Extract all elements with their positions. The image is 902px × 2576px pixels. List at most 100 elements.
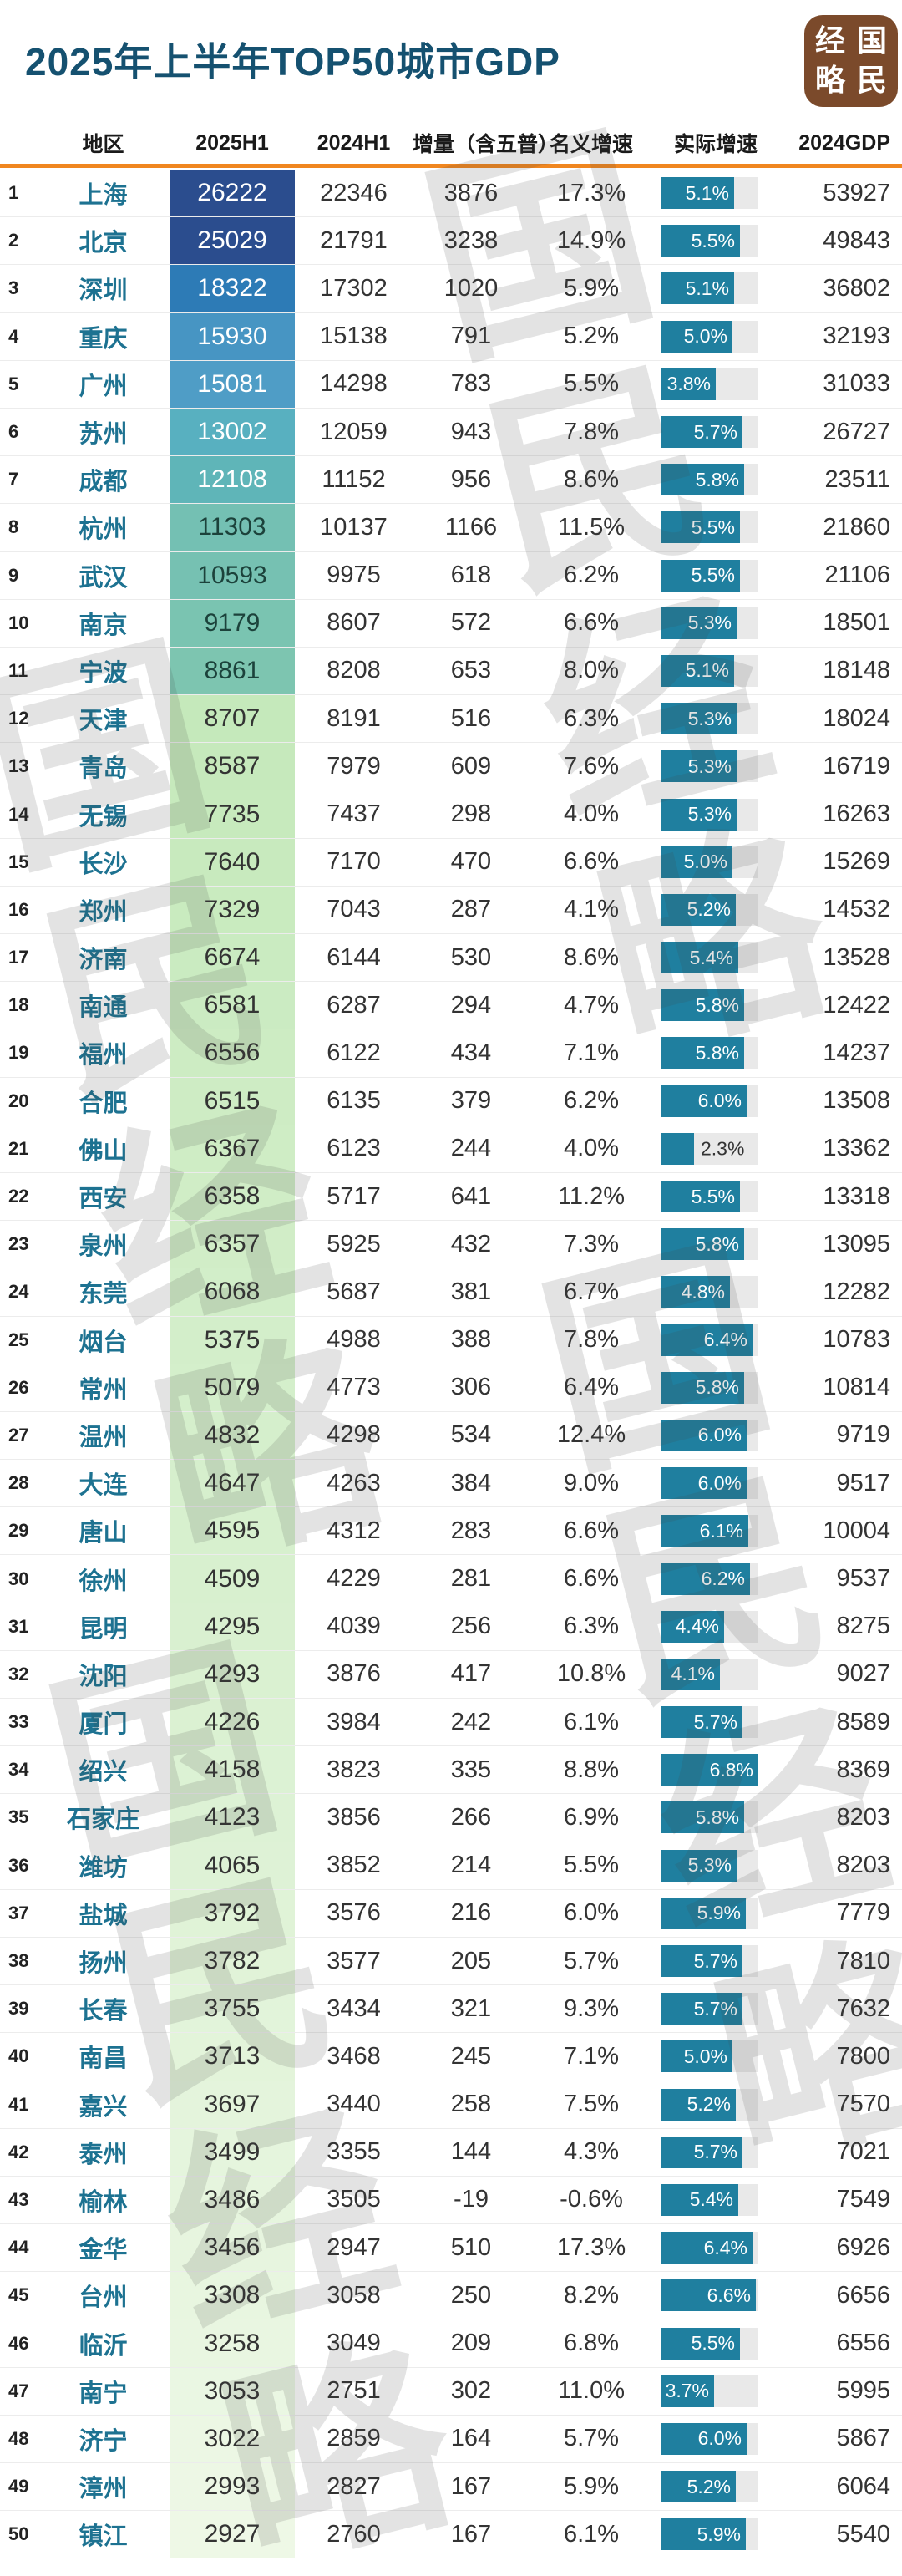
rank-cell: 40 [8,2045,29,2067]
gdp-2024-cell: 32193 [823,323,890,350]
gdp-2025h1-cell: 2993 [170,2463,295,2511]
nominal-growth-cell: 6.4% [563,1374,620,1401]
nominal-growth-cell: 6.6% [563,848,620,876]
gdp-2024h1-cell: 4312 [327,1517,381,1544]
city-name: 烟台 [79,1329,128,1356]
gdp-2024h1-cell: 3505 [327,2186,381,2213]
delta-cell: 302 [450,2377,492,2405]
delta-cell: 618 [450,561,492,589]
real-growth-fill: 5.7% [661,416,742,449]
real-growth-label: 5.3% [687,612,732,634]
gdp-2024-cell: 6656 [836,2281,890,2309]
table-row: 26 常州 5079 4773 306 6.4% 5.8% 10814 [0,1364,902,1412]
rank-cell: 11 [8,659,28,681]
real-growth-bar: 5.5% [653,2327,778,2360]
gdp-2025h1-cell: 11303 [170,504,295,551]
gdp-2025h1-cell: 2927 [170,2511,295,2558]
gdp-2024-cell: 49843 [823,226,890,254]
rank-cell: 5 [8,373,19,394]
real-growth-fill: 5.5% [661,1181,740,1213]
real-growth-fill: 5.8% [661,464,744,496]
real-growth-track: 5.7% [661,1706,758,1739]
gdp-2025h1-cell: 4832 [170,1411,295,1460]
nominal-growth-cell: 4.3% [563,2138,620,2166]
gdp-2024-cell: 6926 [836,2233,890,2261]
header-2024gdp: 2024GDP [798,130,890,155]
logo-char: 民 [856,62,887,98]
real-growth-label: 4.4% [675,1615,719,1638]
gdp-2025h1-cell: 3022 [170,2415,295,2462]
gdp-2024h1-cell: 10137 [320,513,388,541]
rank-cell: 29 [8,1520,29,1542]
real-growth-track: 5.8% [661,464,758,496]
gdp-2025h1-cell: 3053 [170,2367,295,2415]
gdp-2024-cell: 23511 [824,465,891,493]
real-growth-track: 5.8% [661,1801,758,1834]
gdp-2024-cell: 8369 [836,1755,890,1783]
gdp-table: 1 上海 26222 22346 3876 17.3% 5.1% 53927 2 北京 25029 2… [0,170,902,2559]
gdp-2024-cell: 31033 [823,370,890,398]
rank-cell: 27 [8,1424,29,1446]
real-growth-track: 5.7% [661,1945,758,1978]
real-growth-track: 5.9% [661,2518,758,2551]
nominal-growth-cell: 6.3% [563,704,620,732]
real-growth-bar: 5.3% [653,798,778,831]
real-growth-track: 6.6% [661,2279,758,2312]
delta-cell: 256 [450,1613,492,1640]
gdp-2025h1-cell: 6357 [170,1221,295,1268]
gdp-2024h1-cell: 11152 [322,465,386,493]
real-growth-track: 5.2% [661,2471,758,2503]
city-name: 南宁 [79,2380,128,2407]
real-growth-fill: 5.3% [661,607,737,639]
gdp-2025h1-cell: 10593 [170,551,295,599]
city-name: 无锡 [79,803,128,831]
table-row: 21 佛山 6367 6123 244 4.0% 2.3% 13362 [0,1125,902,1173]
table-row: 48 济宁 3022 2859 164 5.7% 6.0% 5867 [0,2415,902,2463]
gdp-2024h1-cell: 6123 [327,1135,381,1162]
city-name: 常州 [79,1376,128,1404]
gdp-2024-cell: 5867 [836,2425,890,2452]
rank-cell: 14 [8,803,29,825]
rank-cell: 39 [8,1998,29,2020]
nominal-growth-cell: 6.2% [563,1087,620,1115]
real-growth-bar: 5.2% [653,2088,778,2121]
real-growth-fill: 5.3% [661,1849,737,1882]
real-growth-track: 6.0% [661,1467,758,1500]
real-growth-label: 5.2% [687,2475,731,2497]
city-name: 郑州 [79,898,128,926]
city-name: 盐城 [79,1902,128,1929]
gdp-2024-cell: 16719 [823,752,890,780]
table-row: 41 嘉兴 3697 3440 258 7.5% 5.2% 7570 [0,2081,902,2129]
rank-cell: 31 [8,1615,29,1637]
real-growth-label: 5.9% [697,2523,741,2545]
gdp-2025h1-cell: 13002 [170,408,295,456]
real-growth-track: 5.0% [661,320,758,353]
real-growth-label: 6.2% [701,1567,745,1590]
table-row: 32 沈阳 4293 3876 417 10.8% 4.1% 9027 [0,1650,902,1699]
real-growth-label: 6.0% [697,1090,742,1112]
real-growth-bar: 5.8% [653,1801,778,1834]
delta-cell: 306 [450,1374,492,1401]
rank-cell: 3 [8,277,19,299]
delta-cell: 281 [450,1565,492,1593]
rank-cell: 1 [8,182,19,204]
real-growth-label: 2.3% [701,1137,745,1160]
gdp-2024-cell: 13508 [823,1087,890,1115]
gdp-2025h1-cell: 5375 [170,1316,295,1364]
nominal-growth-cell: 12.4% [556,1421,626,1449]
city-name: 合肥 [79,1090,128,1117]
city-name: 南昌 [79,2045,128,2073]
gdp-2024-cell: 8275 [836,1613,890,1640]
rank-cell: 34 [8,1759,29,1781]
nominal-growth-cell: -0.6% [560,2186,623,2213]
real-growth-bar: 5.0% [653,2040,778,2073]
rank-cell: 46 [8,2332,29,2354]
real-growth-bar: 5.1% [653,177,778,210]
real-growth-bar: 6.8% [653,1754,778,1786]
table-row: 46 临沂 3258 3049 209 6.8% 5.5% 6556 [0,2319,902,2368]
real-growth-bar: 5.8% [653,1371,778,1404]
nominal-growth-cell: 11.0% [557,2377,626,2405]
delta-cell: 214 [450,1852,492,1879]
nominal-growth-cell: 5.7% [563,1947,620,1974]
table-row: 39 长春 3755 3434 321 9.3% 5.7% 7632 [0,1985,902,2034]
